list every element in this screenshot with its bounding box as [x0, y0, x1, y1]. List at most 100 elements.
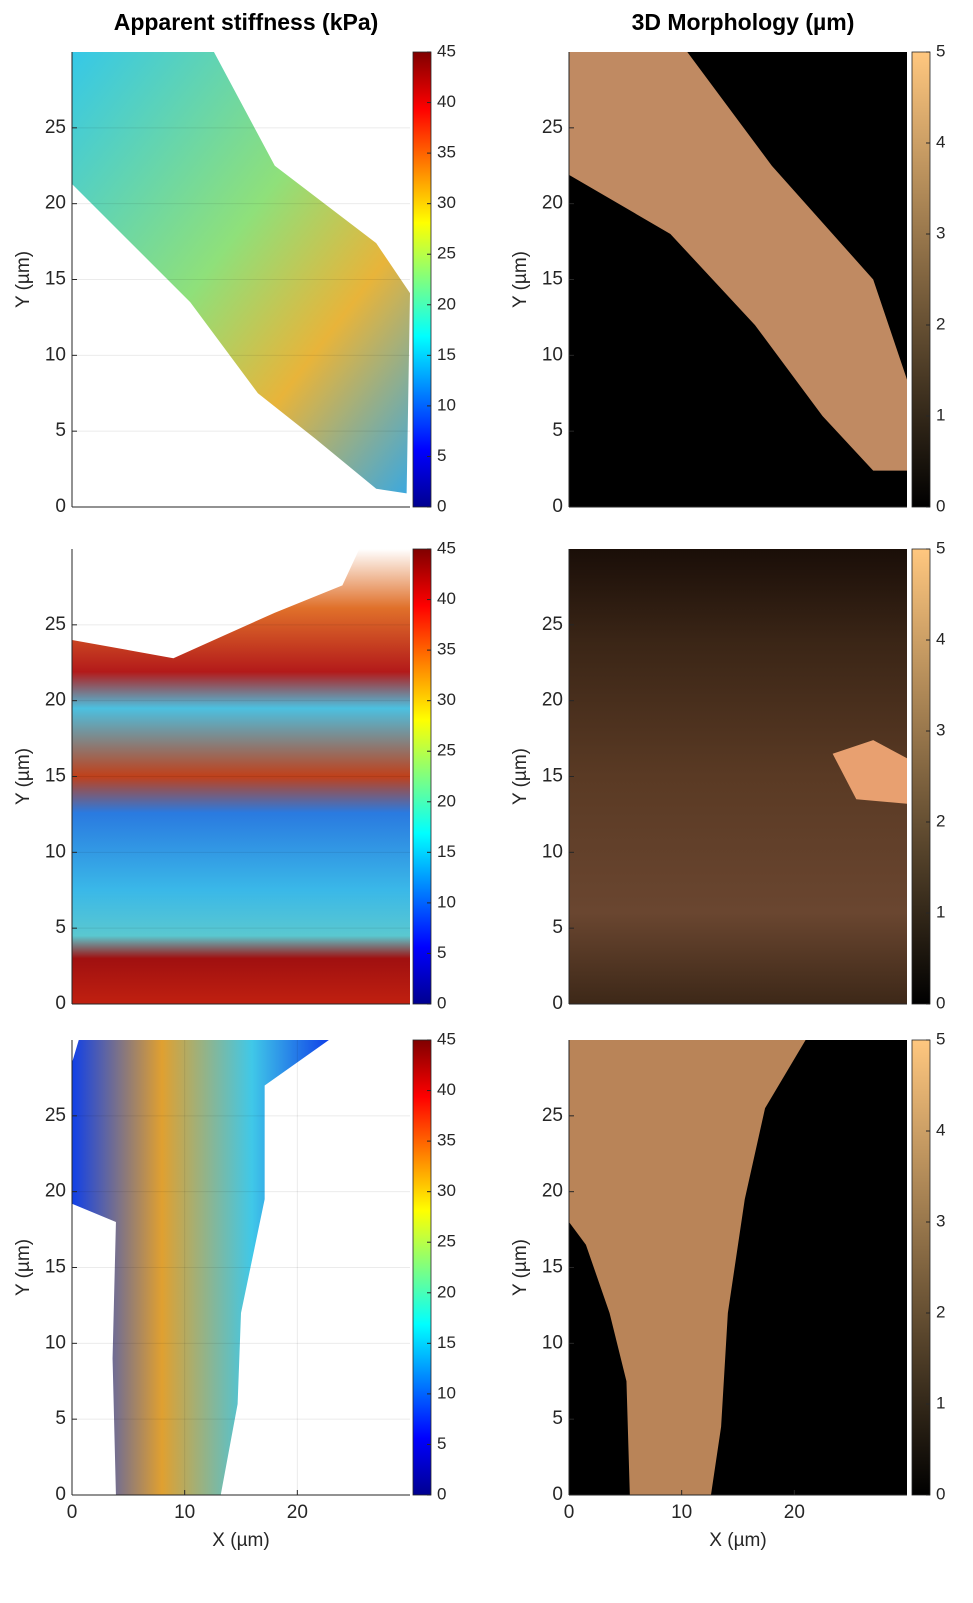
panel: 0 5 10 15 20 25 Y (µm) 0 1 2 3 4 5 [510, 538, 945, 1014]
x-axis-label: X (µm) [709, 1530, 766, 1551]
colorbar-tick-label: 30 [437, 1181, 456, 1200]
colorbar-tick-label: 40 [437, 1080, 456, 1099]
colorbar-tick-label: 30 [437, 193, 456, 212]
colorbar-tick-label: 35 [437, 143, 456, 162]
colorbar-tick-label: 5 [437, 943, 446, 962]
y-tick-label: 0 [552, 496, 563, 517]
heatmap-image [569, 549, 907, 1004]
heatmap-image [72, 1040, 329, 1495]
y-axis-label: Y (µm) [510, 748, 531, 805]
heatmap-image [72, 549, 410, 1004]
panel: 0 5 10 15 20 25 3D Morphology (µm) Y (µm) 0 1 2 3 4 5 [510, 9, 945, 517]
y-tick-label: 10 [45, 344, 66, 365]
colorbar-tick-label: 35 [437, 1131, 456, 1150]
image-region [832, 740, 907, 804]
y-tick-label: 25 [45, 117, 66, 138]
y-tick-label: 15 [542, 1257, 563, 1278]
colorbar-tick-label: 0 [936, 1484, 945, 1503]
heatmap-image [569, 1040, 907, 1495]
colorbar-tick-label: 4 [936, 1120, 945, 1139]
colorbar-tick-label: 25 [437, 1232, 456, 1251]
colorbar-tick-label: 20 [437, 1282, 456, 1301]
y-tick-label: 10 [45, 1332, 66, 1353]
y-axis-label: Y (µm) [510, 1239, 531, 1296]
x-tick-label: 0 [67, 1502, 78, 1523]
colorbar-tick-label: 5 [936, 538, 945, 557]
colorbar-tick-label: 2 [936, 1302, 945, 1321]
y-tick-label: 5 [55, 917, 66, 938]
y-tick-label: 5 [552, 917, 563, 938]
x-tick-label: 0 [564, 1502, 575, 1523]
colorbar-tick-label: 0 [437, 496, 446, 515]
colorbar-tick-label: 25 [437, 741, 456, 760]
y-tick-label: 25 [45, 1105, 66, 1126]
colorbar-tick-label: 5 [936, 1029, 945, 1048]
colorbar-tick-label: 2 [936, 314, 945, 333]
image-region [72, 549, 410, 1004]
y-tick-label: 20 [542, 193, 563, 214]
panel: 0 5 10 15 20 25 Apparent stiffness (kPa) Y (µm)… [13, 9, 456, 517]
colorbar [412, 51, 432, 508]
y-tick-label: 5 [552, 420, 563, 441]
colorbar [911, 548, 931, 1005]
colorbar-tick-label: 1 [936, 1393, 945, 1412]
colorbar-tick-label: 0 [437, 993, 446, 1012]
colorbar [911, 51, 931, 508]
colorbar-tick-label: 10 [437, 1383, 456, 1402]
y-axis-label: Y (µm) [13, 251, 34, 308]
colorbar-tick-label: 3 [936, 1211, 945, 1230]
colorbar-tick-label: 10 [437, 395, 456, 414]
heatmap-image [569, 52, 907, 507]
y-tick-label: 0 [552, 993, 563, 1014]
colorbar-tick-label: 40 [437, 589, 456, 608]
y-tick-label: 25 [542, 1105, 563, 1126]
y-tick-label: 20 [45, 193, 66, 214]
colorbar-tick-label: 0 [936, 496, 945, 515]
colorbar [412, 548, 432, 1005]
y-tick-label: 0 [552, 1484, 563, 1505]
colorbar-tick-label: 10 [437, 892, 456, 911]
y-tick-label: 25 [542, 614, 563, 635]
x-axis-label: X (µm) [212, 1530, 269, 1551]
chart-title: 3D Morphology (µm) [632, 9, 855, 35]
y-axis-label: Y (µm) [13, 1239, 34, 1296]
panel: 0 5 10 15 20 25 0 10 20 X (µm) Y (µm) 0 1 2 3 4 5 [510, 1029, 945, 1551]
y-tick-label: 20 [45, 1181, 66, 1202]
colorbar-tick-label: 45 [437, 41, 456, 60]
y-tick-label: 10 [45, 841, 66, 862]
y-tick-label: 15 [542, 269, 563, 290]
colorbar-tick-label: 0 [936, 993, 945, 1012]
panel: 0 5 10 15 20 25 0 10 20 X (µm) Y (µm) 0 5 10 15 20 25 30 3… [13, 1029, 456, 1551]
colorbar-tick-label: 20 [437, 791, 456, 810]
colorbar-tick-label: 15 [437, 1333, 456, 1352]
colorbar-tick-label: 3 [936, 720, 945, 739]
colorbar [911, 1039, 931, 1496]
colorbar-tick-label: 40 [437, 92, 456, 111]
colorbar-tick-label: 15 [437, 345, 456, 364]
colorbar [412, 1039, 432, 1496]
colorbar-tick-label: 4 [936, 629, 945, 648]
image-region [72, 1040, 329, 1495]
colorbar-tick-label: 1 [936, 902, 945, 921]
panel: 0 5 10 15 20 25 Y (µm) 0 5 10 15 20 25 30 35 40 45 [13, 538, 456, 1014]
y-tick-label: 20 [45, 690, 66, 711]
y-tick-label: 10 [542, 1332, 563, 1353]
colorbar-tick-label: 30 [437, 690, 456, 709]
y-axis-label: Y (µm) [510, 251, 531, 308]
y-tick-label: 15 [45, 766, 66, 787]
y-tick-label: 5 [552, 1408, 563, 1429]
y-tick-label: 20 [542, 690, 563, 711]
y-tick-label: 0 [55, 496, 66, 517]
x-tick-label: 20 [784, 1502, 805, 1523]
colorbar-tick-label: 20 [437, 294, 456, 313]
y-tick-label: 5 [55, 420, 66, 441]
colorbar-tick-label: 4 [936, 132, 945, 151]
colorbar-tick-label: 2 [936, 811, 945, 830]
y-tick-label: 0 [55, 993, 66, 1014]
y-tick-label: 25 [45, 614, 66, 635]
y-axis-label: Y (µm) [13, 748, 34, 805]
chart-title: Apparent stiffness (kPa) [114, 9, 379, 35]
colorbar-tick-label: 15 [437, 842, 456, 861]
image-region [72, 52, 410, 494]
